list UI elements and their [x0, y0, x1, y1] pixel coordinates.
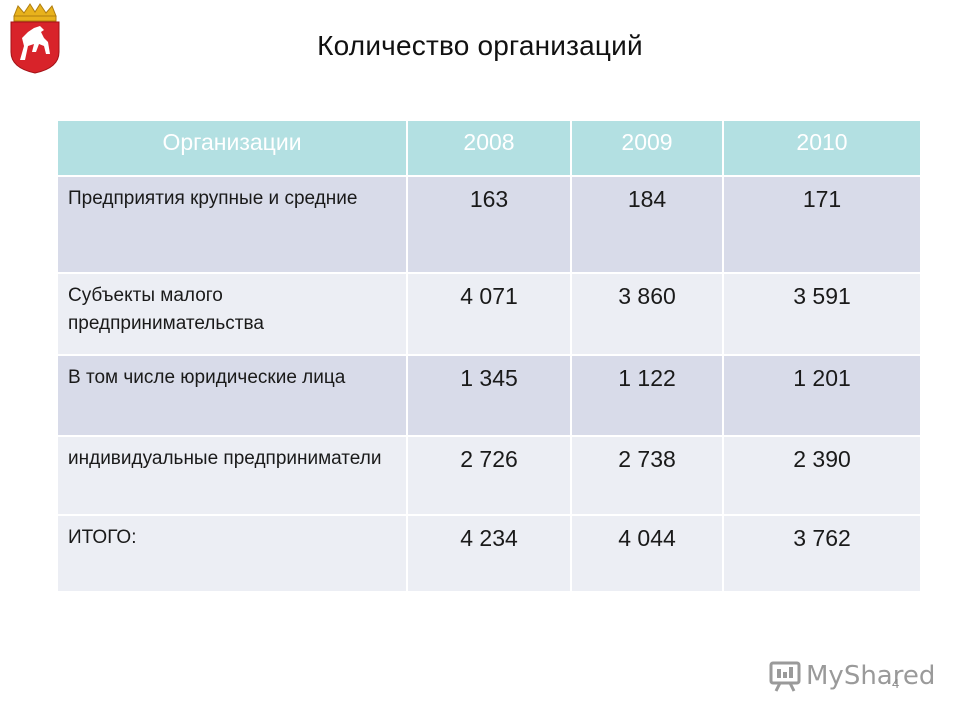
page-number: 4 [892, 676, 900, 691]
table-row: В том числе юридические лица 1 345 1 122… [56, 354, 922, 437]
column-header-2009: 2009 [570, 119, 724, 177]
table-row: Субъекты малого предпринимательства 4 07… [56, 272, 922, 356]
presentation-board-icon [769, 661, 801, 692]
value-2008: 4 234 [406, 514, 572, 593]
slide-title: Количество организаций [317, 30, 643, 61]
row-label: Субъекты малого предпринимательства [56, 272, 408, 356]
value-2010: 2 390 [722, 435, 922, 516]
myshared-watermark[interactable]: MyShared [768, 658, 935, 694]
column-header-organizations: Организации [56, 119, 408, 177]
table-row-total: ИТОГО: 4 234 4 044 3 762 [56, 514, 922, 593]
value-2010: 1 201 [722, 354, 922, 437]
value-2010: 171 [722, 175, 922, 274]
table-row: индивидуальные предприниматели 2 726 2 7… [56, 435, 922, 516]
coat-of-arms-horse-icon [10, 3, 60, 74]
row-label: индивидуальные предприниматели [56, 435, 408, 516]
table-header-row: Организации 2008 2009 2010 [56, 119, 922, 177]
value-2009: 3 860 [570, 272, 724, 356]
value-2010: 3 762 [722, 514, 922, 593]
row-label: ИТОГО: [56, 514, 408, 593]
column-header-2010: 2010 [722, 119, 922, 177]
row-label: Предприятия крупные и средние [56, 175, 408, 274]
value-2009: 1 122 [570, 354, 724, 437]
watermark-text: MyShared [806, 661, 936, 691]
table-row: Предприятия крупные и средние 163 184 17… [56, 175, 922, 274]
organizations-table: Организации 2008 2009 2010 Предприятия к… [56, 119, 922, 593]
row-label: В том числе юридические лица [56, 354, 408, 437]
value-2010: 3 591 [722, 272, 922, 356]
value-2009: 184 [570, 175, 724, 274]
column-header-2008: 2008 [406, 119, 572, 177]
value-2009: 2 738 [570, 435, 724, 516]
value-2008: 4 071 [406, 272, 572, 356]
value-2008: 163 [406, 175, 572, 274]
value-2008: 2 726 [406, 435, 572, 516]
value-2009: 4 044 [570, 514, 724, 593]
value-2008: 1 345 [406, 354, 572, 437]
